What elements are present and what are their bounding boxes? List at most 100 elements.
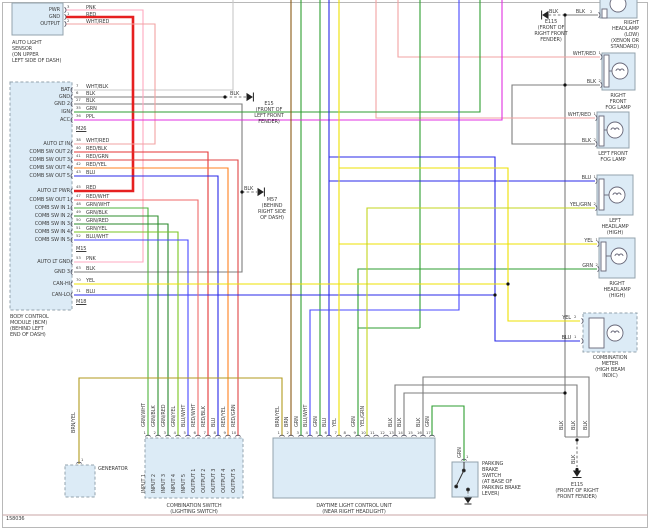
wire-color-label: GRN/WHT bbox=[141, 403, 147, 427]
combination-meter-title: COMBINATION METER (HIGH BEAM INDIC) bbox=[592, 355, 628, 379]
pin-number: 16 bbox=[417, 429, 422, 435]
pin-number: 2 bbox=[590, 8, 593, 14]
pin-number: 12 bbox=[380, 429, 385, 435]
pin-number: 8 bbox=[213, 429, 216, 435]
bcm-box bbox=[9, 81, 73, 311]
pin-number: 6 bbox=[193, 429, 196, 435]
wire-color-label: BLK bbox=[416, 417, 422, 427]
wire-color-label: GRN bbox=[582, 262, 593, 269]
wire-color-label: GRN bbox=[86, 106, 97, 112]
bcm-pin-number: 36 bbox=[76, 113, 81, 118]
ground-e15-icon bbox=[246, 92, 253, 102]
wire-color-label: BLK bbox=[582, 420, 589, 430]
bcm-pin-name: CAN-HI bbox=[52, 281, 70, 287]
wire-color-label: RED/BLK bbox=[86, 146, 107, 152]
wire-color-label: BLK bbox=[244, 186, 254, 192]
generator-box bbox=[64, 464, 96, 498]
ground-e115-bottom-icon bbox=[572, 470, 582, 477]
wire-red-blk bbox=[74, 151, 209, 436]
pin-number: 3 bbox=[296, 429, 299, 435]
bcm-title: BODY CONTROL MODULE (BCM) (BEHIND LEFT E… bbox=[10, 314, 49, 338]
junction-dot bbox=[223, 95, 227, 99]
wire-color-label: GRN bbox=[425, 416, 431, 427]
pin-number: 7 bbox=[203, 429, 206, 435]
wire-color-label: GRN/RED bbox=[86, 218, 109, 224]
junction-dot bbox=[563, 13, 567, 17]
pin-number: 2 bbox=[574, 314, 577, 320]
bcm-pin-name: GND 2 bbox=[54, 101, 70, 107]
bulb-base-icon bbox=[598, 115, 605, 147]
wire-grn bbox=[74, 0, 597, 461]
bcm-pin-number: 7 bbox=[76, 83, 79, 88]
wire-color-label: BLK bbox=[570, 454, 577, 464]
wire-color-label: RED/GRN bbox=[231, 404, 237, 427]
bcm-pin-number: 71 bbox=[76, 288, 81, 293]
wire-color-label: WHT/RED bbox=[567, 111, 591, 118]
wire-color-label: BLU bbox=[86, 289, 96, 295]
wire-pnk bbox=[66, 9, 144, 263]
wire-color-label: BLK bbox=[230, 91, 240, 97]
ground-e115-top-label: E115 (FRONT OF RIGHT FRONT FENDER) bbox=[534, 19, 568, 43]
wire-yel bbox=[74, 0, 597, 436]
bulb-base-icon bbox=[598, 178, 605, 211]
bcm-pin-name: CAN-LO bbox=[51, 292, 71, 298]
pin-number: 5 bbox=[315, 429, 318, 435]
wire-color-label: YEL bbox=[86, 278, 95, 284]
comb-switch-pin-name: OUTPUT 3 bbox=[211, 468, 217, 493]
wire-color-label: YEL/GRN bbox=[569, 201, 591, 208]
wire-color-label: RED bbox=[86, 185, 97, 191]
sensor-pin-name: OUTPUT bbox=[40, 20, 60, 27]
sensor-pin-number: 2 bbox=[67, 17, 70, 23]
pin-number: 1 bbox=[593, 174, 596, 180]
left-headlamp-title: LEFT HEADLAMP (HIGH) bbox=[601, 218, 629, 236]
ground-parking-brake-icon bbox=[464, 497, 472, 504]
bcm-pin-name: AUTO LT PWR bbox=[37, 188, 70, 194]
bcm-pin-name: GND 3 bbox=[54, 269, 70, 275]
wire-color-label: BLU bbox=[86, 170, 96, 176]
sensor-pin-name: GND bbox=[48, 13, 60, 20]
bcm-pin-name: COMB SW OUT 4 bbox=[29, 165, 70, 171]
bcm-pin-name: COMB SW IN 2 bbox=[34, 213, 70, 219]
pin-number: 3 bbox=[163, 429, 166, 435]
bcm-pin-name: COMB SW OUT 2 bbox=[29, 149, 70, 155]
wire-blk-ground-links bbox=[225, 14, 578, 496]
wire-color-label: BLK bbox=[575, 9, 585, 15]
bcm-pin-number: 63 bbox=[76, 265, 81, 270]
wire-color-label: BLK bbox=[86, 266, 96, 272]
bcm-pin-number: 52 bbox=[76, 233, 81, 238]
wire-color-label: PPL bbox=[86, 114, 95, 120]
wire-brn-yel bbox=[78, 377, 283, 464]
junction-dot bbox=[563, 391, 567, 395]
bcm-pin-name: BAT bbox=[60, 87, 70, 93]
wire-color-label: PNK bbox=[86, 256, 96, 262]
bcm-pin-number: 49 bbox=[76, 209, 81, 214]
wire-color-label: RED/BLK bbox=[201, 406, 207, 427]
wire-color-label: RED/WHT bbox=[86, 194, 110, 200]
pin-number: 5 bbox=[183, 429, 186, 435]
pin-number: 4 bbox=[173, 429, 176, 435]
comb-switch-pin-name: INPUT 4 bbox=[171, 473, 177, 493]
bcm-pin-name: GND bbox=[58, 94, 70, 100]
pin-number: 11 bbox=[370, 429, 375, 435]
bcm-pin-name: COMB SW OUT 3 bbox=[29, 157, 70, 163]
bcm-pin-number: 41 bbox=[76, 153, 81, 158]
dlcu-title: DAYTIME LIGHT CONTROL UNIT (NEAR RIGHT H… bbox=[316, 503, 392, 515]
pin-number: 6 bbox=[324, 429, 327, 435]
pin-number: 1 bbox=[466, 454, 469, 459]
bcm-pin-number: 6 bbox=[76, 90, 79, 95]
pin-number: 1 bbox=[143, 429, 146, 435]
wire-color-label: RED/YEL bbox=[221, 406, 227, 427]
parking-brake-switch-box bbox=[451, 461, 479, 498]
wire-color-label: BLU/WHT bbox=[303, 404, 309, 427]
pin-number: 1 bbox=[598, 50, 601, 56]
bcm-pin-name: COMB SW OUT 5 bbox=[29, 173, 70, 179]
wire-color-label: BLU bbox=[561, 334, 571, 341]
bcm-pin-number: 27 bbox=[76, 97, 81, 102]
bulb-base-icon bbox=[601, 8, 608, 19]
bcm-pin-number: 38 bbox=[76, 137, 81, 142]
pin-number: 2 bbox=[593, 201, 596, 207]
wire-color-label: GRN/WHT bbox=[86, 202, 110, 208]
wire-color-label: WHT/BLK bbox=[86, 84, 109, 90]
